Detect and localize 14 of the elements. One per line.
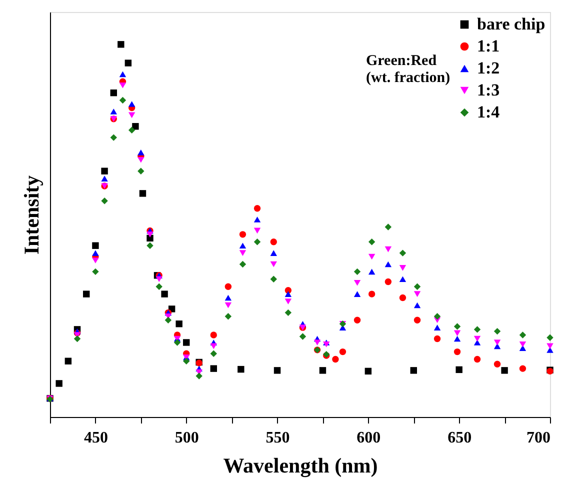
- x-tick-label: 500: [174, 430, 199, 446]
- legend-label: bare chip: [477, 14, 546, 34]
- x-tick-label: 650: [448, 430, 472, 446]
- x-tick-label: 450: [84, 430, 108, 446]
- x-axis-title: Wavelength (nm): [223, 454, 378, 478]
- legend-label: 1:3: [477, 80, 500, 100]
- x-tick-label: 700: [526, 430, 550, 446]
- legend-label: 1:4: [477, 102, 500, 122]
- legend-title: Green:Red (wt. fraction): [366, 53, 450, 86]
- x-tick-label: 600: [356, 430, 381, 446]
- y-axis-title: Intensity: [20, 174, 44, 255]
- legend-label: 1:1: [477, 36, 500, 56]
- x-tick-label: 550: [266, 430, 290, 446]
- legend-label: 1:2: [477, 58, 500, 78]
